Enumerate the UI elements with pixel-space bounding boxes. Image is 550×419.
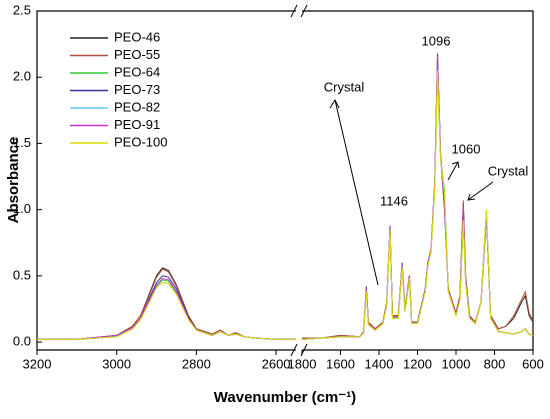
axis-frame <box>302 10 534 351</box>
arrow-head <box>467 193 476 201</box>
legend-label: PEO-100 <box>114 134 167 149</box>
y-tick-label: 2.0 <box>13 69 31 84</box>
series-line <box>301 70 534 340</box>
annotation: 1060 <box>452 141 481 156</box>
series-line <box>37 279 296 340</box>
y-axis-label: Absorbance <box>5 137 22 224</box>
x-tick-label: 3000 <box>102 356 131 371</box>
y-tick-label: 1.0 <box>13 201 31 216</box>
legend-label: PEO-82 <box>114 99 160 114</box>
arrow <box>447 161 459 181</box>
axis-break <box>300 4 308 18</box>
x-tick-label: 1800 <box>288 356 317 371</box>
x-tick-label: 800 <box>484 356 506 371</box>
legend-label: PEO-64 <box>114 64 160 79</box>
annotation: Crystal <box>324 79 365 94</box>
legend-label: PEO-55 <box>114 47 160 62</box>
arrow-head <box>329 98 340 109</box>
axis-break <box>290 343 298 357</box>
series-line <box>37 277 296 340</box>
annotation: Crystal <box>488 163 529 178</box>
annotation: 1096 <box>422 33 451 48</box>
y-tick-label: 2.5 <box>13 2 31 17</box>
legend-label: PEO-91 <box>114 117 160 132</box>
legend-label: PEO-46 <box>114 29 160 44</box>
series-line <box>37 267 296 340</box>
series-line <box>301 70 534 340</box>
x-tick-label: 1000 <box>442 356 471 371</box>
arrow <box>334 99 379 286</box>
x-axis-label: Wavenumber (cm⁻¹) <box>214 389 356 406</box>
x-tick-label: 600 <box>522 356 544 371</box>
x-tick-label: 2600 <box>262 356 291 371</box>
annotation-arrows <box>329 98 494 286</box>
y-tick-label: 0.0 <box>13 333 31 348</box>
axis-break <box>290 4 298 18</box>
x-tick-label: 1200 <box>403 356 432 371</box>
arrow-head <box>451 161 460 169</box>
series-line <box>37 281 296 340</box>
series-line <box>302 57 534 339</box>
legend-label: PEO-73 <box>114 82 160 97</box>
series-line <box>301 55 534 340</box>
x-tick-label: 3200 <box>23 356 52 371</box>
y-tick-label: 1.5 <box>13 135 31 150</box>
series-line <box>37 275 296 340</box>
series-line <box>301 53 534 340</box>
series-line <box>37 281 296 340</box>
y-tick-label: 0.5 <box>13 267 31 282</box>
x-tick-label: 2800 <box>182 356 211 371</box>
arrow <box>467 181 494 201</box>
axis-frame <box>36 10 296 351</box>
x-tick-label: 1600 <box>326 356 355 371</box>
x-tick-label: 1400 <box>365 356 394 371</box>
annotation: 1146 <box>380 193 408 208</box>
